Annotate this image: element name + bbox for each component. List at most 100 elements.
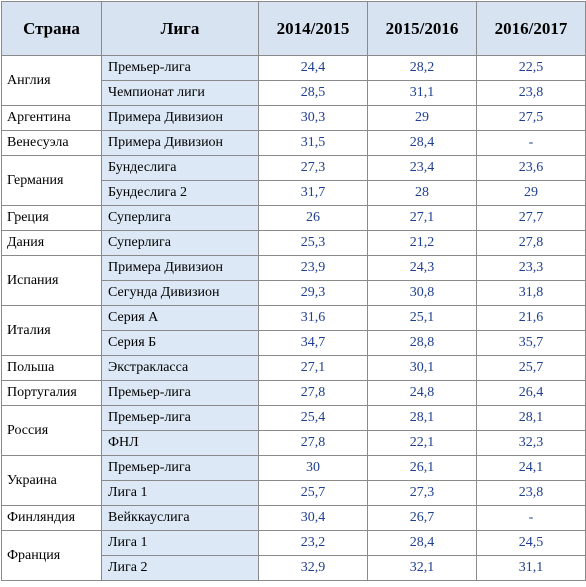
value-cell-season-2015-2016: 24,3	[367, 255, 477, 281]
value-cell-season-2015-2016: 28,1	[367, 405, 477, 431]
table-row: Франция Лига 1 23,2 28,4 24,5	[1, 530, 586, 581]
value-cell-season-2014-2015: 31,5	[258, 130, 368, 156]
table-row: Россия Премьер-лига 25,4 28,1 28,1	[1, 405, 586, 456]
value-cell-season-2015-2016: 28,4	[367, 130, 477, 156]
country-cell: Португалия	[1, 380, 102, 406]
value-cell-season-2015-2016: 21,2	[367, 230, 477, 256]
value-cell-season-2015-2016: 30,1	[367, 355, 477, 381]
value-cell-season-2016-2017: 29	[476, 180, 586, 206]
value-cell-season-2014-2015: 23,9	[258, 255, 368, 281]
value-cell-season-2016-2017: 31,8	[476, 280, 586, 306]
table-row: Лига 1 25,7 27,3 23,8	[2, 480, 586, 506]
value-cell-season-2015-2016: 26,1	[367, 455, 477, 481]
value-cell-season-2014-2015: 28,5	[258, 80, 368, 106]
country-cell: Испания	[1, 255, 102, 306]
table-header: Страна Лига 2014/2015 2015/2016 2016/201…	[1, 1, 586, 56]
value-cell-season-2014-2015: 25,4	[258, 405, 368, 431]
value-cell-season-2014-2015: 30,4	[258, 505, 368, 531]
value-cell-season-2015-2016: 23,4	[367, 155, 477, 181]
value-cell-season-2015-2016: 28,8	[367, 330, 477, 356]
league-cell: Чемпионат лиги	[101, 80, 259, 106]
value-cell-season-2014-2015: 27,8	[258, 430, 368, 456]
league-cell: Премьер-лига	[101, 380, 259, 406]
value-cell-season-2016-2017: 31,1	[476, 555, 586, 581]
value-cell-season-2014-2015: 26	[258, 205, 368, 231]
league-cell: Лига 2	[101, 555, 259, 581]
value-cell-season-2015-2016: 28,2	[367, 55, 477, 81]
value-cell-season-2014-2015: 30	[258, 455, 368, 481]
table-row: Венесуэла Примера Дивизион 31,5 28,4-	[1, 130, 586, 156]
value-cell-season-2016-2017: 26,4	[476, 380, 586, 406]
value-cell-season-2015-2016: 31,1	[367, 80, 477, 106]
country-cell: Польша	[1, 355, 102, 381]
value-cell-season-2016-2017: 22,5	[476, 55, 586, 81]
league-cell: Серия А	[101, 305, 259, 331]
table-row: Чемпионат лиги 28,5 31,1 23,8	[2, 80, 586, 106]
table-body: Англия Премьер-лига 24,4 28,2 22,5 Чемпионат …	[1, 55, 586, 581]
value-cell-season-2014-2015: 34,7	[258, 330, 368, 356]
league-cell: Экстракласса	[101, 355, 259, 381]
value-cell-season-2015-2016: 24,8	[367, 380, 477, 406]
table-row: Сегунда Дивизион 29,3 30,8 31,8	[2, 280, 586, 306]
country-cell: Англия	[1, 55, 102, 106]
value-cell-season-2015-2016: 22,1	[367, 430, 477, 456]
table-row: Германия Бундеслига 27,3 23,4 23,6	[1, 155, 586, 206]
value-cell-season-2016-2017: 32,3	[476, 430, 586, 456]
country-cell: Аргентина	[1, 105, 102, 131]
table-row: Украина Премьер-лига 30 26,1 24,1	[1, 455, 586, 506]
country-cell: Дания	[1, 230, 102, 256]
value-cell-season-2016-2017: 21,6	[476, 305, 586, 331]
country-cell: Италия	[1, 305, 102, 356]
value-cell-season-2016-2017: 23,6	[476, 155, 586, 181]
value-cell-season-2014-2015: 27,3	[258, 155, 368, 181]
league-cell: Премьер-лига	[101, 55, 259, 81]
league-cell: Примера Дивизион	[101, 255, 259, 281]
country-cell: Финляндия	[1, 505, 102, 531]
table-row: Дания Суперлига 25,3 21,2 27,8	[1, 230, 586, 256]
country-cell: Украина	[1, 455, 102, 506]
country-cell: Германия	[1, 155, 102, 206]
league-cell: Примера Дивизион	[101, 105, 259, 131]
league-cell: Серия Б	[101, 330, 259, 356]
table-row: Аргентина Примера Дивизион 30,3 29 27,5	[1, 105, 586, 131]
value-cell-season-2015-2016: 26,7	[367, 505, 477, 531]
league-cell: Лига 1	[101, 530, 259, 556]
country-cell: Франция	[1, 530, 102, 581]
value-cell-season-2014-2015: 27,1	[258, 355, 368, 381]
value-cell-season-2015-2016: 28,4	[367, 530, 477, 556]
header-league: Лига	[101, 1, 259, 56]
value-cell-season-2016-2017: -	[476, 505, 586, 531]
value-cell-season-2014-2015: 27,8	[258, 380, 368, 406]
value-cell-season-2015-2016: 32,1	[367, 555, 477, 581]
league-cell: Сегунда Дивизион	[101, 280, 259, 306]
value-cell-season-2015-2016: 25,1	[367, 305, 477, 331]
league-cell: Суперлига	[101, 230, 259, 256]
value-cell-season-2015-2016: 29	[367, 105, 477, 131]
league-cell: Премьер-лига	[101, 405, 259, 431]
value-cell-season-2016-2017: 24,1	[476, 455, 586, 481]
country-cell: Венесуэла	[1, 130, 102, 156]
table-row: Лига 2 32,9 32,1 31,1	[2, 555, 586, 581]
league-cell: Премьер-лига	[101, 455, 259, 481]
table-row: Греция Суперлига 26 27,1 27,7	[1, 205, 586, 231]
header-season-2015-2016: 2015/2016	[367, 1, 477, 56]
table-row: Бундеслига 2 31,7 28 29	[2, 180, 586, 206]
value-cell-season-2014-2015: 32,9	[258, 555, 368, 581]
table-row: Испания Примера Дивизион 23,9 24,3 23,3	[1, 255, 586, 306]
value-cell-season-2016-2017: 27,5	[476, 105, 586, 131]
header-country: Страна	[1, 1, 102, 56]
country-cell: Россия	[1, 405, 102, 456]
value-cell-season-2016-2017: 27,7	[476, 205, 586, 231]
header-season-2014-2015: 2014/2015	[258, 1, 368, 56]
value-cell-season-2015-2016: 27,1	[367, 205, 477, 231]
table-row: Финляндия Вейккауслига 30,4 26,7-	[1, 505, 586, 531]
league-cell: Лига 1	[101, 480, 259, 506]
value-cell-season-2016-2017: -	[476, 130, 586, 156]
value-cell-season-2016-2017: 24,5	[476, 530, 586, 556]
table-row: Италия Серия А 31,6 25,1 21,6	[1, 305, 586, 356]
league-cell: Примера Дивизион	[101, 130, 259, 156]
value-cell-season-2016-2017: 28,1	[476, 405, 586, 431]
table-row: Португалия Премьер-лига 27,8 24,8 26,4	[1, 380, 586, 406]
value-cell-season-2016-2017: 35,7	[476, 330, 586, 356]
